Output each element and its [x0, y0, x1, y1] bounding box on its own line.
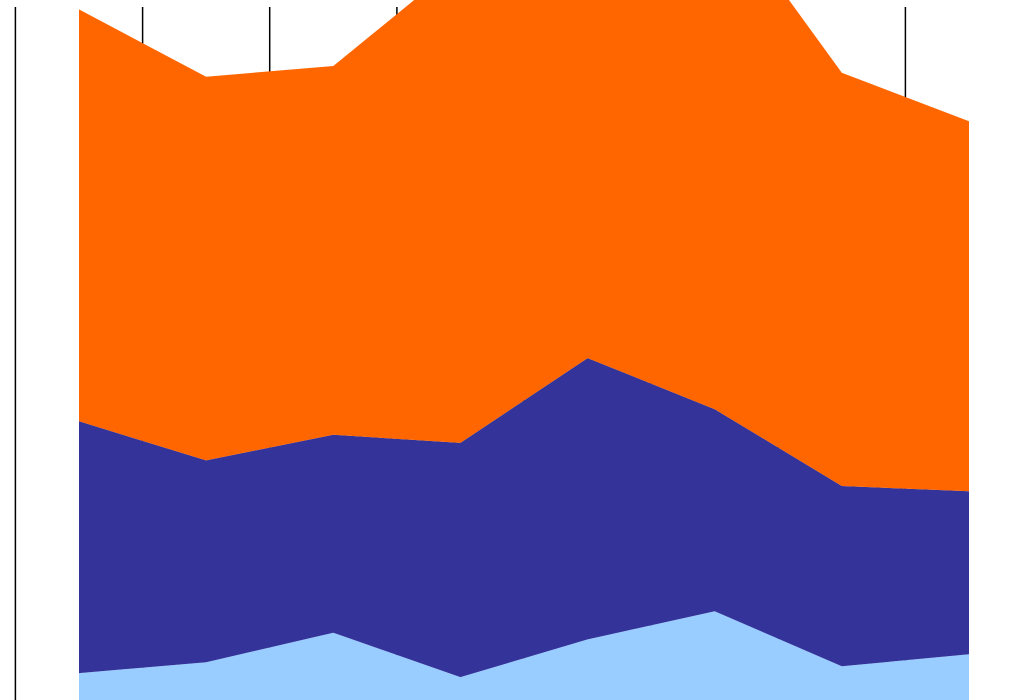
area-series-group	[79, 0, 969, 700]
area-series-3	[79, 0, 969, 492]
area-series-2	[79, 358, 969, 678]
area-series-1	[79, 611, 969, 700]
